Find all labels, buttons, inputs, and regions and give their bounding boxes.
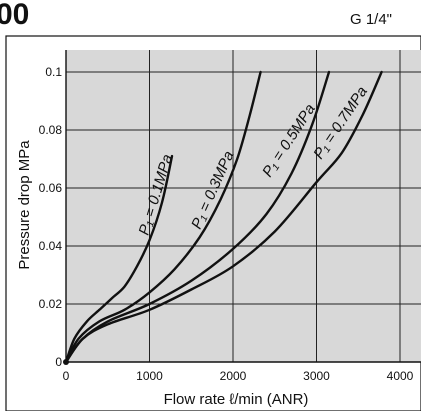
series-curves — [63, 70, 383, 365]
origin-point — [63, 359, 69, 365]
port-size-label: G 1/4" — [350, 11, 392, 28]
x-tick-label: 3000 — [303, 369, 330, 383]
x-axis-title: Flow rate ℓ/min (ANR) — [164, 391, 309, 408]
x-tick-label: 1000 — [136, 369, 163, 383]
series-line-4 — [64, 70, 383, 364]
y-tick-label: 0 — [55, 355, 62, 369]
y-tick-label: 0.1 — [45, 65, 62, 79]
x-tick-label: 2000 — [220, 369, 247, 383]
y-tick-label: 0.08 — [39, 123, 63, 137]
x-axis-ticks: 0 1000 2000 3000 4000 — [63, 369, 414, 383]
y-tick-label: 0.04 — [39, 239, 63, 253]
x-tick-label: 0 — [63, 369, 70, 383]
series-line-3 — [64, 70, 331, 364]
y-axis-ticks: 0 0.02 0.04 0.06 0.08 0.1 — [39, 65, 63, 369]
y-axis-title: Pressure drop MPa — [16, 140, 33, 270]
y-tick-label: 0.06 — [39, 181, 63, 195]
series-line-2 — [64, 70, 262, 364]
y-tick-label: 0.02 — [39, 297, 63, 311]
series-line-1 — [64, 154, 174, 364]
x-tick-label: 4000 — [387, 369, 414, 383]
grid — [65, 50, 421, 363]
header-title-fragment: 00 — [0, 0, 29, 31]
